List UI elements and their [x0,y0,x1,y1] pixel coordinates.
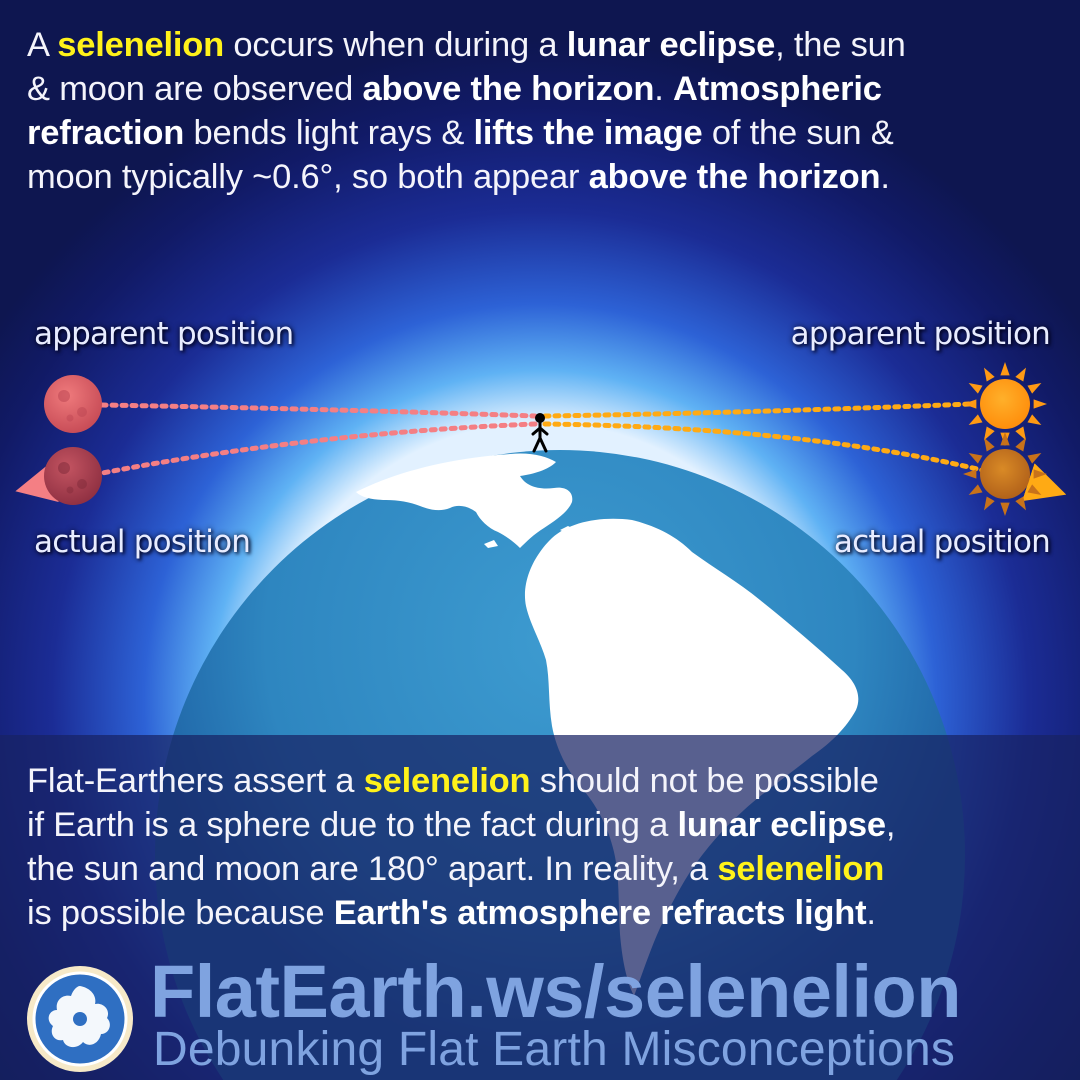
claim-line: Flat-Earthers assert a selenelion should… [27,759,895,803]
claim-paragraph: Flat-Earthers assert a selenelion should… [27,759,895,935]
bold-phrase: above the horizon [588,158,881,196]
sun-ray [963,469,977,479]
text-run: is possible because [27,894,334,932]
highlight-term: selenelion [363,762,531,800]
moon-apparent-icon [44,375,102,433]
bold-phrase: Earth's atmosphere refracts light [333,894,867,932]
sun-ray [968,453,983,464]
bold-phrase: above the horizon [362,70,655,108]
text-run: . [654,70,674,108]
sun-apparent-ray [542,401,973,419]
moon-apparent-ray [99,402,538,419]
claim-banner [0,735,1080,1080]
sun-ray [1027,484,1042,495]
highlight-term: selenelion [57,26,225,64]
text-run: of the sun & [702,114,894,152]
claim-line: is possible because Earth's atmosphere r… [27,891,895,935]
sun-ray [1015,437,1026,452]
sun-ray [984,437,995,452]
bold-phrase: lunar eclipse [677,806,887,844]
bold-phrase: lunar eclipse [566,26,776,64]
sun-ray [963,399,977,409]
sun-ray [1015,496,1026,511]
sun-ray [1027,414,1042,425]
text-run: A [27,26,58,64]
sun-ray [968,484,983,495]
bold-phrase: lifts the image [473,114,703,152]
site-url[interactable]: FlatEarth.ws/selenelion [150,950,961,1033]
sun-ray [1000,432,1010,446]
moon-apparent-position-label: apparent position [34,316,294,352]
intro-line: refraction bends light rays & lifts the … [27,111,906,155]
intro-line: A selenelion occurs when during a lunar … [27,23,906,67]
sun-ray [1027,453,1042,464]
sun-ray [984,367,995,382]
highlight-term: selenelion [717,850,885,888]
moon-refracted-ray [15,421,538,503]
sun-ray [1033,399,1047,409]
text-run: & moon are observed [27,70,363,108]
flat-earth-logo-icon [27,966,133,1072]
bold-phrase: refraction [27,114,185,152]
text-run: should not be possible [530,762,879,800]
intro-line: moon typically ~0.6°, so both appear abo… [27,155,906,199]
text-run: the sun and moon are 180° apart. In real… [27,850,718,888]
intro-line: & moon are observed above the horizon. A… [27,67,906,111]
sun-ray [984,496,995,511]
site-tagline: Debunking Flat Earth Misconceptions [153,1023,956,1076]
bold-phrase: Atmospheric [673,70,882,108]
sun-ray [1000,362,1010,376]
text-run: , the sun [775,26,906,64]
north-america-landmass [356,453,573,548]
text-run: moon typically ~0.6°, so both appear [27,158,589,196]
text-run: if Earth is a sphere due to the fact dur… [27,806,678,844]
sun-ray [1027,383,1042,394]
sun-ray [1015,426,1026,441]
text-run: . [866,894,876,932]
text-run: , [885,806,896,844]
sun-actual-position-label: actual position [833,524,1051,560]
claim-line: if Earth is a sphere due to the fact dur… [27,803,895,847]
sun-apparent-icon [963,362,1047,446]
moon-actual-icon [44,447,102,505]
text-run: Flat-Earthers assert a [27,762,364,800]
intro-paragraph: A selenelion occurs when during a lunar … [27,23,906,199]
text-run: . [880,158,890,196]
moon-actual-position-label: actual position [34,524,251,560]
sun-ray [968,414,983,425]
sun-ray [984,426,995,441]
caribbean-islands [484,526,576,548]
sun-ray [1015,367,1026,382]
sun-apparent-position-label: apparent position [790,316,1051,352]
observer-figure-icon [531,413,549,453]
text-run: bends light rays & [184,114,474,152]
sun-ray [1000,502,1010,516]
sun-ray [968,383,983,394]
text-run: occurs when during a [224,26,567,64]
claim-line: the sun and moon are 180° apart. In real… [27,847,895,891]
sun-ray [1033,469,1047,479]
sun-actual-icon [963,432,1047,516]
